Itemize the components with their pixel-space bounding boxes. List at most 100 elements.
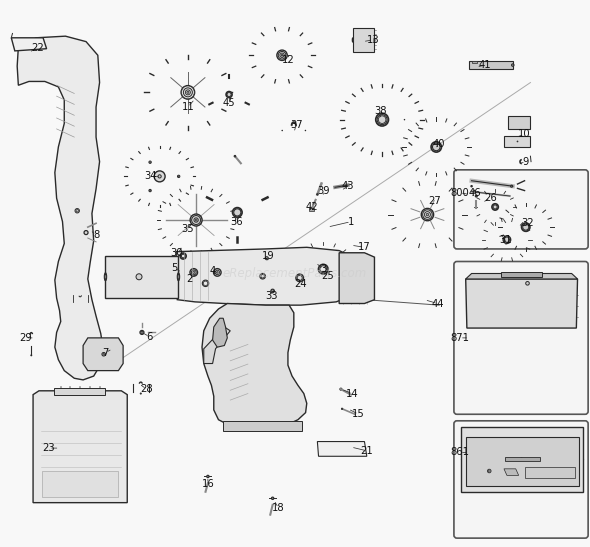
Text: 23: 23 (42, 443, 55, 453)
Polygon shape (176, 247, 353, 305)
FancyBboxPatch shape (454, 170, 588, 249)
Circle shape (503, 236, 511, 243)
Polygon shape (11, 38, 47, 51)
Circle shape (190, 214, 202, 226)
Circle shape (476, 195, 477, 197)
Polygon shape (204, 327, 230, 364)
Circle shape (280, 53, 284, 57)
Circle shape (342, 408, 343, 410)
Text: 5: 5 (171, 263, 178, 273)
Circle shape (520, 458, 523, 460)
Circle shape (277, 50, 287, 60)
Circle shape (260, 274, 266, 279)
Text: 6: 6 (146, 332, 153, 342)
Text: 19: 19 (261, 251, 274, 261)
Circle shape (281, 55, 283, 56)
Polygon shape (504, 457, 540, 461)
Text: 8: 8 (93, 230, 99, 240)
Circle shape (192, 216, 201, 224)
Ellipse shape (374, 38, 375, 42)
Text: 16: 16 (202, 479, 214, 489)
Circle shape (185, 90, 191, 95)
Circle shape (523, 224, 529, 230)
Circle shape (191, 270, 196, 275)
Polygon shape (317, 441, 367, 456)
Text: 24: 24 (294, 280, 307, 289)
Ellipse shape (352, 38, 353, 42)
Circle shape (510, 185, 513, 187)
Circle shape (102, 352, 106, 356)
Text: 30: 30 (170, 248, 182, 258)
Circle shape (149, 161, 151, 164)
Text: 7: 7 (102, 347, 109, 358)
Text: 36: 36 (230, 217, 242, 226)
Circle shape (75, 208, 80, 213)
Circle shape (311, 208, 312, 210)
Circle shape (154, 171, 165, 182)
Polygon shape (106, 256, 178, 298)
Polygon shape (309, 208, 314, 211)
Text: 33: 33 (266, 292, 278, 301)
Text: 35: 35 (182, 224, 194, 234)
Text: 39: 39 (317, 185, 330, 196)
Circle shape (489, 470, 490, 472)
Text: 9: 9 (523, 156, 529, 167)
Polygon shape (471, 61, 477, 63)
Text: 45: 45 (223, 98, 235, 108)
Circle shape (492, 203, 499, 210)
Polygon shape (353, 28, 375, 52)
Circle shape (504, 237, 510, 242)
Circle shape (149, 190, 150, 191)
Text: 10: 10 (518, 130, 531, 139)
Polygon shape (525, 467, 575, 478)
Text: 2: 2 (186, 274, 192, 284)
Circle shape (471, 185, 472, 187)
FancyBboxPatch shape (454, 261, 588, 414)
Circle shape (426, 213, 428, 216)
Polygon shape (466, 274, 578, 279)
Text: 26: 26 (484, 193, 497, 203)
Polygon shape (468, 61, 513, 69)
Circle shape (404, 119, 405, 120)
Polygon shape (202, 304, 307, 427)
Circle shape (178, 175, 180, 178)
Polygon shape (504, 136, 530, 147)
Text: 32: 32 (521, 218, 534, 228)
Circle shape (190, 269, 198, 276)
Text: 15: 15 (352, 409, 365, 419)
Text: 871: 871 (450, 333, 469, 343)
Circle shape (234, 209, 241, 216)
Polygon shape (33, 391, 127, 503)
Polygon shape (42, 471, 119, 497)
Circle shape (474, 190, 475, 191)
Polygon shape (212, 318, 227, 347)
Circle shape (141, 331, 143, 334)
Text: 37: 37 (290, 120, 303, 130)
Circle shape (305, 130, 306, 131)
Circle shape (226, 91, 232, 97)
Polygon shape (17, 36, 104, 380)
Circle shape (266, 257, 268, 260)
Circle shape (296, 274, 303, 282)
Circle shape (31, 355, 32, 356)
Text: 861: 861 (450, 447, 469, 457)
Text: 21: 21 (360, 446, 373, 456)
Circle shape (149, 189, 151, 192)
Text: 17: 17 (358, 242, 371, 252)
Circle shape (195, 219, 197, 221)
Text: 28: 28 (140, 384, 153, 394)
Polygon shape (466, 437, 579, 486)
Text: 41: 41 (478, 60, 491, 70)
Circle shape (136, 274, 142, 280)
Text: 42: 42 (305, 202, 318, 212)
Circle shape (271, 289, 274, 293)
Circle shape (214, 269, 221, 276)
Circle shape (487, 469, 491, 473)
Text: 43: 43 (342, 181, 354, 191)
Text: 14: 14 (346, 388, 359, 399)
Polygon shape (339, 253, 375, 304)
Circle shape (526, 282, 529, 285)
Circle shape (173, 271, 176, 274)
Circle shape (103, 353, 104, 355)
Polygon shape (508, 117, 530, 129)
